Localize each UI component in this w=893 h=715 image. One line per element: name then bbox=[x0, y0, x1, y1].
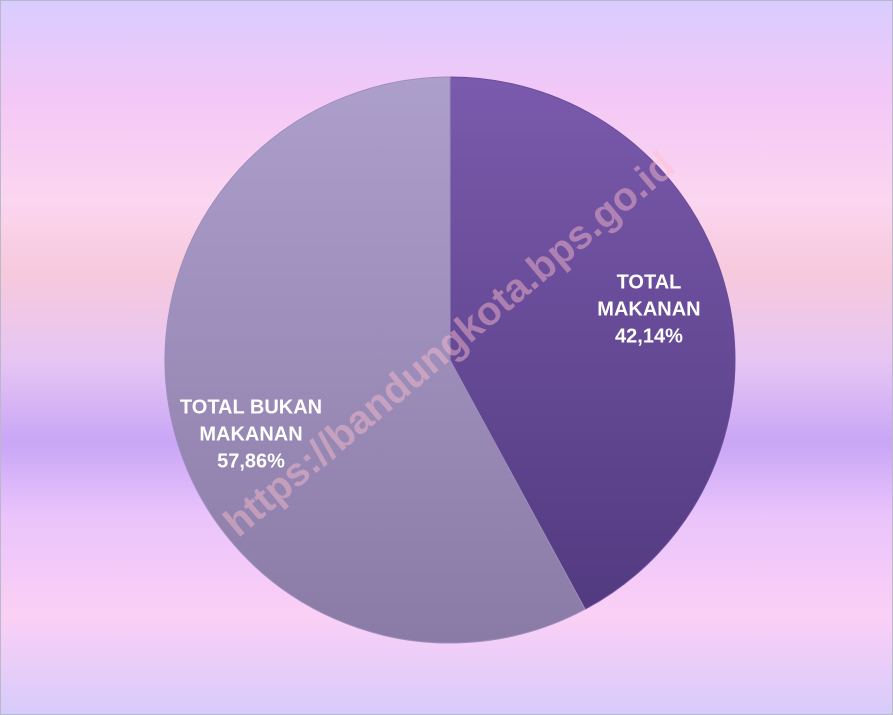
slice-label: TOTAL MAKANAN 42,14% bbox=[584, 270, 714, 351]
pie-slice bbox=[164, 76, 586, 644]
pie-slice bbox=[449, 76, 736, 610]
value-label: 42,14% bbox=[615, 325, 683, 348]
slice-label: TOTAL BUKAN MAKANAN 57,86% bbox=[161, 394, 341, 475]
value-label: 57,86% bbox=[217, 450, 285, 473]
category-label: TOTAL MAKANAN bbox=[597, 271, 701, 321]
category-label: TOTAL BUKAN MAKANAN bbox=[179, 396, 323, 446]
